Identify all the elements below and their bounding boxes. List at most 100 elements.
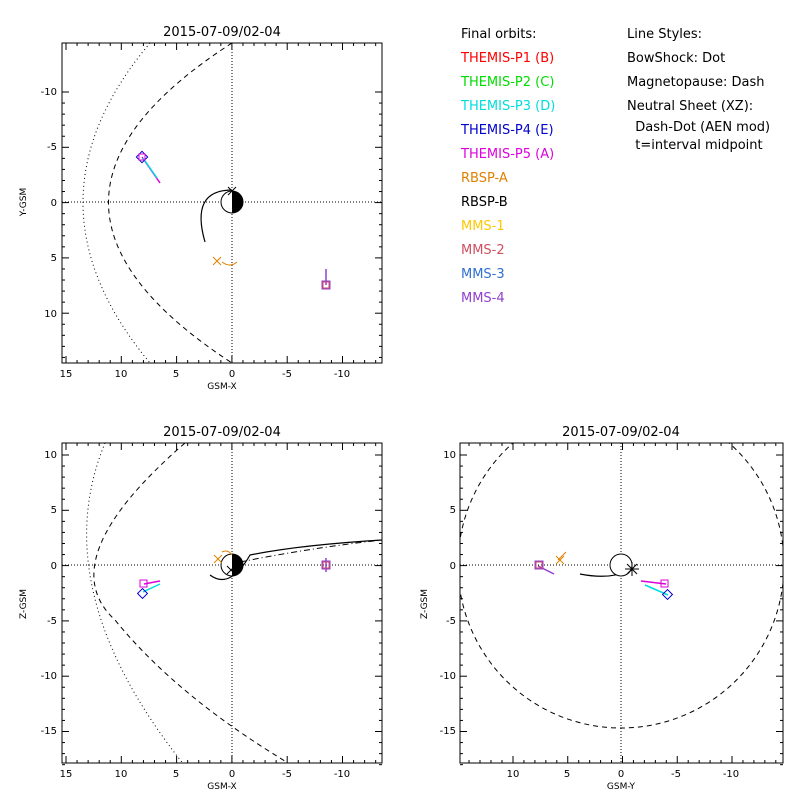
orbit-legend-heading: Final orbits:: [461, 27, 537, 42]
panel-xy: 2015-07-09/02-04 15 10 5 0 -5: [19, 25, 383, 392]
panel-xy-title: 2015-07-09/02-04: [163, 25, 281, 40]
panel-xz-ytick-labels: 10 5 0 -5 -10 -15: [41, 450, 57, 737]
panel-yz: 2015-07-09/02-04 10 5 0 -5 -10 10 5: [420, 425, 784, 792]
orbit-legend-items: THEMIS-P1 (B) THEMIS-P2 (C) THEMIS-P3 (D) T…: [461, 47, 555, 306]
xtick-label: 5: [173, 769, 179, 780]
rbsp-a-marker: [213, 554, 223, 564]
earth-night-side: [232, 191, 243, 213]
xtick-label: -5: [282, 769, 292, 780]
xtick-label: 0: [229, 369, 235, 380]
xtick-label: 10: [507, 769, 520, 780]
panel-yz-title: 2015-07-09/02-04: [562, 425, 680, 440]
legend-item: MMS-3: [461, 267, 505, 282]
xtick-label: 5: [173, 369, 179, 380]
mms-2-marker: [535, 561, 543, 569]
rbsp-b-marker: [227, 186, 237, 196]
ytick-label: -5: [47, 142, 57, 153]
ytick-label: -10: [41, 87, 57, 98]
panel-xz-ticks: [62, 443, 382, 766]
line-style-item: Neutral Sheet (XZ):: [627, 99, 754, 114]
legend-item: MMS-4: [461, 291, 505, 306]
xtick-label: 5: [564, 769, 570, 780]
panel-xy-xlabel: GSM-X: [207, 382, 236, 392]
line-style-item: BowShock: Dot: [627, 51, 726, 66]
panel-yz-xtick-labels: 10 5 0 -5 -10: [507, 769, 740, 780]
panel-xz-frame: [61, 442, 383, 764]
legend-item: RBSP-B: [461, 195, 508, 210]
themis-p5-marker: [660, 579, 669, 588]
mms-track: [537, 565, 555, 575]
xtick-label: 0: [618, 769, 624, 780]
xtick-label: -10: [334, 769, 350, 780]
panel-yz-ticks: [460, 443, 783, 766]
panel-yz-ylabel: Z-GSM: [420, 589, 430, 619]
xtick-label: 15: [60, 769, 73, 780]
xtick-label: 15: [60, 369, 73, 380]
legend-item: THEMIS-P1 (B): [461, 51, 555, 66]
themis-p5-track: [143, 580, 161, 585]
rbsp-b-marker: [625, 562, 639, 576]
themis-p4-marker: [136, 587, 149, 600]
line-styles-items: BowShock: Dot Magnetopause: Dash Neutral S…: [627, 47, 770, 153]
ytick-label: -15: [41, 726, 57, 737]
panel-xz-ylabel: Z-GSM: [19, 589, 29, 619]
ytick-label: -5: [446, 616, 456, 627]
ytick-label: 10: [44, 309, 57, 320]
neutral-sheet-curve: [239, 539, 382, 563]
legend-item: THEMIS-P2 (C): [461, 75, 555, 90]
ytick-label: 5: [51, 253, 57, 264]
panel-xy-ticks: [62, 43, 382, 363]
rbsp-b-marker: [226, 565, 236, 575]
magnetopause-curve: [108, 43, 233, 363]
panel-yz-frame: [459, 442, 784, 764]
themis-p4-marker: [661, 588, 674, 601]
ytick-label: 0: [51, 198, 57, 209]
ytick-label: 0: [450, 561, 456, 572]
rbsp-b-orbit: [200, 189, 233, 243]
bow-shock-curve: [82, 43, 151, 363]
panel-xy-ytick-labels: -10 -5 0 5 10: [41, 87, 57, 320]
panel-xz-xlabel: GSM-X: [207, 782, 236, 792]
legend-item: MMS-1: [461, 219, 505, 234]
bow-shock-curve: [86, 443, 184, 763]
xtick-label: -10: [334, 369, 350, 380]
legend-item: MMS-2: [461, 243, 505, 258]
mms-4-marker: [321, 280, 331, 290]
xtick-label: -10: [723, 769, 739, 780]
xtick-label: -5: [282, 369, 292, 380]
panel-xz-xtick-labels: 15 10 5 0 -5 -10: [60, 769, 351, 780]
rbsp-a-orbit: [221, 550, 233, 556]
panel-yz-xlabel: GSM-Y: [607, 782, 636, 792]
magnetopause-curve: [93, 443, 290, 763]
ytick-label: -15: [440, 726, 456, 737]
xtick-label: -5: [671, 769, 681, 780]
panel-yz-ytick-labels: 10 5 0 -5 -10 -15: [440, 450, 456, 737]
themis-p5-track: [640, 580, 667, 585]
panel-xy-ylabel: Y-GSM: [19, 188, 29, 217]
mms-4-marker: [321, 560, 331, 570]
ytick-label: 5: [450, 505, 456, 516]
themis-p5-marker: [139, 579, 148, 588]
magnetopause-curve: [460, 443, 783, 729]
panel-xz: 2015-07-09/02-04 15 10 5 0 -5 -10: [19, 425, 383, 792]
ytick-label: 10: [443, 450, 456, 461]
ytick-label: 5: [51, 505, 57, 516]
xtick-label: 10: [115, 769, 128, 780]
mms-2-marker: [322, 561, 330, 569]
ytick-label: -10: [440, 671, 456, 682]
earth-night-side: [232, 554, 243, 576]
ytick-label: -10: [41, 671, 57, 682]
xtick-label: 0: [229, 769, 235, 780]
legend-item: RBSP-A: [461, 171, 508, 186]
legend-item: THEMIS-P4 (E): [461, 123, 554, 138]
ytick-label: 0: [51, 561, 57, 572]
mms-2-marker: [322, 281, 330, 289]
line-style-item: Dash-Dot (AEN mod): [627, 120, 771, 135]
ytick-label: 10: [44, 450, 57, 461]
themis-p3-track: [142, 583, 161, 593]
rbsp-b-orbit: [209, 539, 382, 580]
line-styles-heading: Line Styles:: [627, 27, 703, 42]
line-style-item: Magnetopause: Dash: [627, 75, 765, 90]
legend-item: THEMIS-P3 (D): [461, 99, 556, 114]
